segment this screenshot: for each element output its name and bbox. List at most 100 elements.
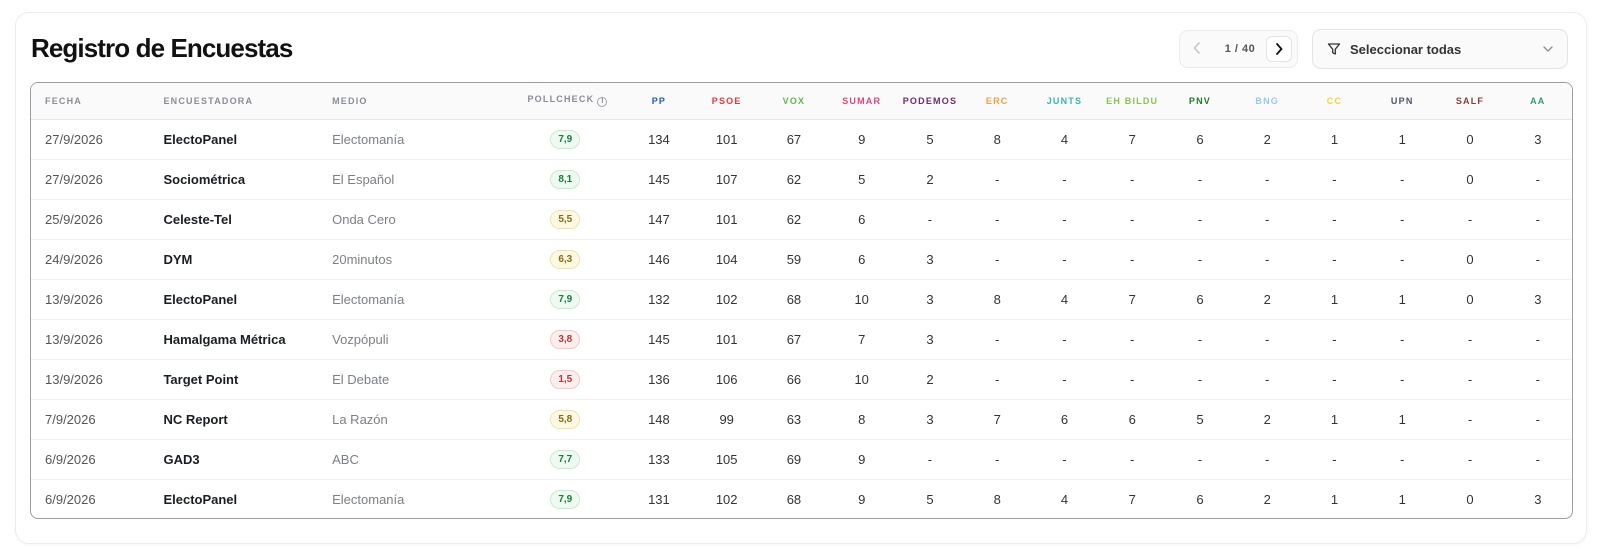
cell-seats: 1 — [1300, 398, 1369, 439]
cell-medio: El Español — [318, 158, 477, 199]
cell-seats: - — [1436, 198, 1504, 239]
cell-seats: 66 — [760, 358, 828, 399]
cell-seats: 146 — [625, 238, 693, 279]
cell-encuestadora: ElectoPanel — [149, 278, 319, 319]
cell-seats: - — [1166, 158, 1234, 199]
cell-seats: 105 — [692, 438, 761, 479]
cell-medio: Electomanía — [332, 131, 405, 147]
cell-seats: 145 — [625, 158, 693, 199]
table-row[interactable]: 24/9/2026 DYM 20minutos 6,3 146 104 59 6 3- - - - - -… — [31, 238, 1572, 279]
cell-seats: - — [1233, 158, 1301, 199]
cell-pollcheck: 7,9 — [477, 119, 626, 159]
cell-seats: - — [963, 198, 1031, 239]
filter-label: Seleccionar todas — [1350, 41, 1462, 57]
cell-seats: 102 — [692, 478, 761, 518]
cell-pollcheck: 5,8 — [476, 398, 626, 439]
col-header-party[interactable]: BNG — [1233, 83, 1301, 120]
cell-seats: 8 — [827, 398, 897, 439]
cell-seats: - — [963, 158, 1031, 199]
cell-seats: - — [1300, 238, 1369, 279]
cell-seats: - — [1098, 238, 1167, 279]
col-header-party[interactable]: JUNTS — [1030, 83, 1099, 120]
prev-page-button[interactable] — [1180, 41, 1214, 57]
col-header-party[interactable]: UPN — [1368, 83, 1437, 120]
chevron-right-icon — [1276, 43, 1283, 55]
pagination: 1 / 40 — [1179, 30, 1298, 68]
col-header-party[interactable]: CC — [1300, 83, 1369, 120]
cell-seats: 3 — [1503, 278, 1572, 319]
cell-seats: - — [1233, 198, 1301, 239]
cell-seats: 6 — [827, 238, 897, 279]
cell-seats: 8 — [963, 278, 1031, 319]
cell-seats: - — [1030, 198, 1099, 239]
cell-seats: 1 — [1330, 131, 1339, 147]
pollcheck-badge: 5,8 — [550, 409, 581, 429]
col-header-encuestadora[interactable]: ENCUESTADORA — [149, 83, 319, 120]
cell-seats: 2 — [896, 358, 964, 399]
cell-seats: 5 — [896, 478, 964, 518]
cell-seats: 147 — [625, 198, 693, 239]
cell-seats: 1 — [1368, 278, 1437, 319]
cell-seats: 101 — [715, 131, 738, 147]
cell-seats: 101 — [692, 318, 761, 359]
cell-seats: 67 — [760, 318, 828, 359]
cell-seats: - — [1098, 438, 1167, 479]
cell-seats: - — [1030, 438, 1099, 479]
col-header-party[interactable]: EH BILDU — [1098, 83, 1167, 120]
cell-seats: - — [1300, 198, 1369, 239]
cell-seats: 0 — [1436, 238, 1504, 279]
cell-fecha: 7/9/2026 — [31, 398, 150, 439]
cell-seats: - — [963, 438, 1031, 479]
next-page-button[interactable] — [1266, 36, 1292, 62]
col-header-party[interactable]: VOX — [760, 83, 828, 120]
cell-fecha: 13/9/2026 — [31, 318, 150, 359]
table-row[interactable]: 27/9/2026 ElectoPanel Electomanía 7,9 134 101… — [31, 119, 1572, 159]
cell-seats: 2 — [1263, 131, 1271, 147]
cell-seats: 6 — [1196, 131, 1204, 147]
table-row[interactable]: 25/9/2026 Celeste-Tel Onda Cero 5,5 147 101 62… — [31, 198, 1572, 239]
pollster-filter-select[interactable]: Seleccionar todas — [1312, 29, 1568, 69]
cell-seats: 5 — [926, 131, 934, 147]
polls-table-container: FECHA ENCUESTADORA MEDIO POLLCHECK i PP PS… — [30, 82, 1573, 519]
cell-seats: - — [1166, 318, 1234, 359]
total-pages: 40 — [1242, 43, 1256, 55]
cell-seats: 0 — [1466, 131, 1474, 147]
col-header-party[interactable]: PODEMOS — [896, 83, 964, 120]
cell-pollcheck: 5,5 — [476, 198, 626, 239]
col-header-party[interactable]: SALF — [1436, 83, 1504, 120]
cell-seats: - — [963, 238, 1031, 279]
col-header-party[interactable]: PSOE — [692, 83, 761, 120]
cell-seats: 2 — [1233, 278, 1301, 319]
cell-seats: 3 — [1503, 478, 1572, 518]
col-header-party[interactable]: ERC — [963, 83, 1031, 120]
table-row[interactable]: 6/9/2026 ElectoPanel Electomanía 7,9 131 102 6… — [31, 478, 1572, 518]
table-row[interactable]: 13/9/2026 Hamalgama Métrica Vozpópuli 3,8 14… — [31, 318, 1572, 359]
cell-pollcheck: 7,9 — [476, 278, 626, 319]
cell-seats: - — [1166, 358, 1234, 399]
table-row[interactable]: 13/9/2026 ElectoPanel Electomanía 7,9 132 102… — [31, 278, 1572, 319]
cell-seats: - — [1436, 358, 1504, 399]
col-header-party[interactable]: AA — [1503, 83, 1572, 120]
col-header-party[interactable]: PNV — [1166, 83, 1234, 120]
cell-seats: - — [1368, 318, 1437, 359]
pollcheck-badge: 1,5 — [550, 369, 581, 389]
cell-seats: - — [1503, 358, 1572, 399]
col-header-fecha[interactable]: FECHA — [31, 83, 150, 120]
cell-seats: 102 — [692, 278, 761, 319]
page-separator: / — [1231, 43, 1243, 55]
table-row[interactable]: 27/9/2026 Sociométrica El Español 8,1 145 107… — [31, 158, 1572, 199]
cell-seats: - — [1436, 398, 1504, 439]
col-header-medio[interactable]: MEDIO — [318, 83, 477, 120]
cell-seats: 63 — [760, 398, 828, 439]
info-icon[interactable]: i — [597, 97, 608, 108]
cell-seats: 3 — [1534, 131, 1542, 147]
col-header-party[interactable]: SUMAR — [827, 83, 897, 120]
page-title: Registro de Encuestas — [31, 33, 293, 63]
cell-seats: - — [1300, 318, 1369, 359]
table-row[interactable]: 7/9/2026 NC Report La Razón 5,8 148 99 63 8 3 7 6 6… — [31, 398, 1572, 439]
col-header-party[interactable]: PP — [625, 83, 693, 120]
col-header-pollcheck[interactable]: POLLCHECK i — [476, 83, 626, 120]
table-row[interactable]: 13/9/2026 Target Point El Debate 1,5 136 106 6… — [31, 358, 1572, 399]
table-row[interactable]: 6/9/2026 GAD3 ABC 7,7 133 105 69 9- - - - - - - - - - — [31, 438, 1572, 479]
cell-seats: 107 — [692, 158, 761, 199]
